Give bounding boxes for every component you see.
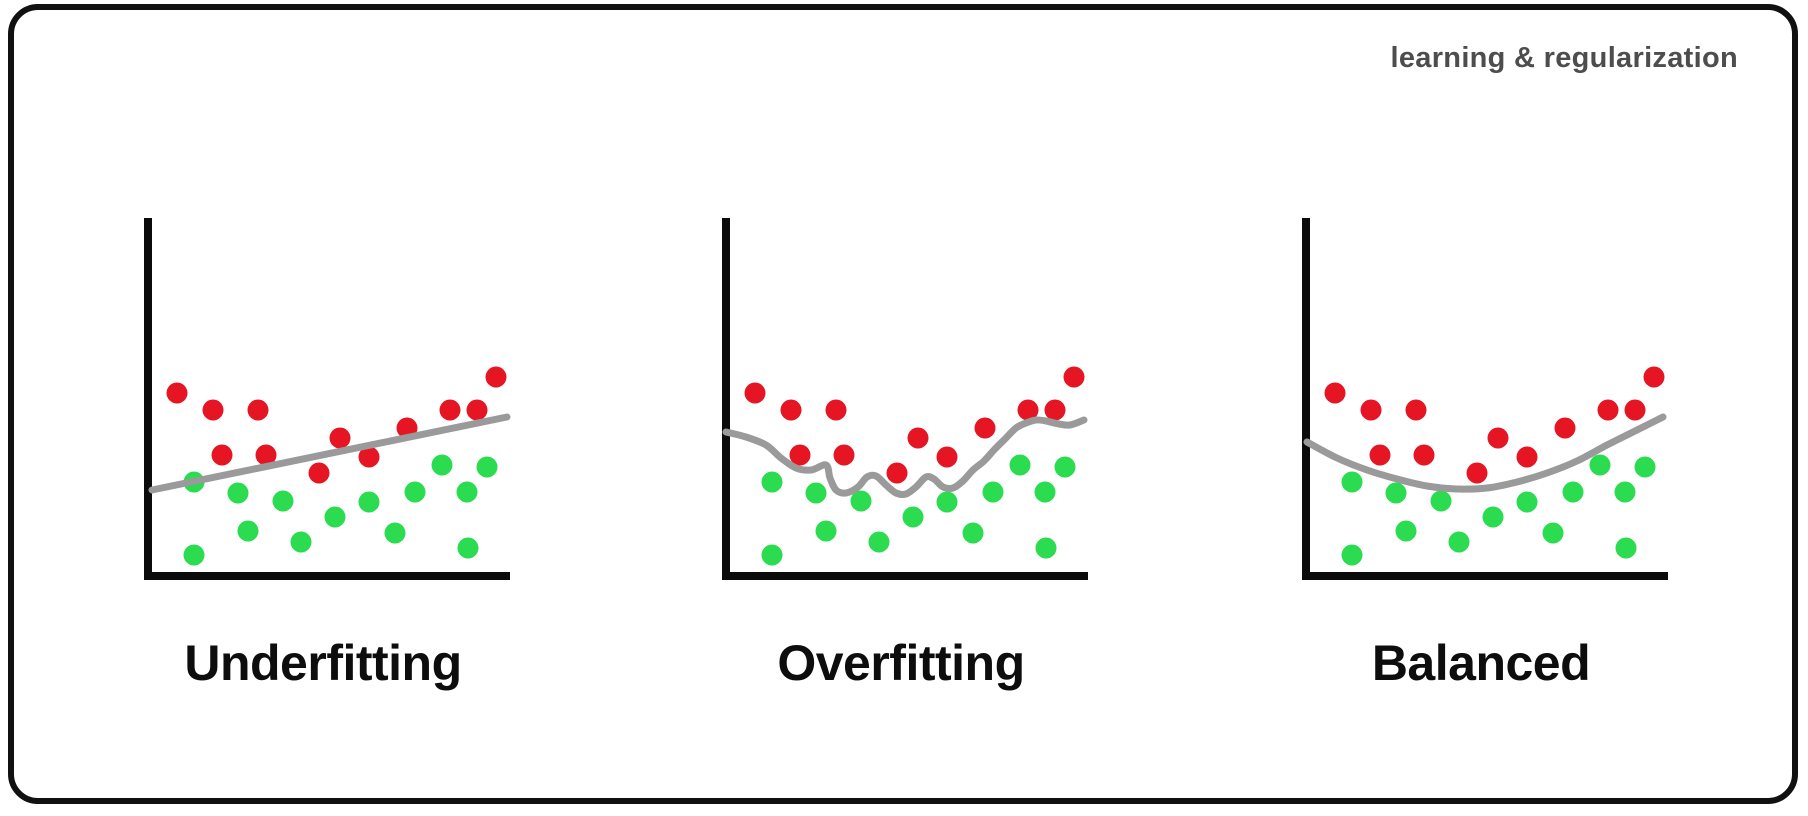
data-point-green xyxy=(761,471,783,493)
data-point-green xyxy=(237,520,259,542)
data-point-red xyxy=(1369,444,1391,466)
data-point-green xyxy=(868,531,890,553)
data-point-green xyxy=(1482,506,1504,528)
data-point-green xyxy=(1615,537,1637,559)
data-point-red xyxy=(1063,366,1085,388)
data-point-red xyxy=(1487,427,1509,449)
smooth-curve-boundary xyxy=(1303,413,1667,493)
data-point-red xyxy=(1643,366,1665,388)
data-point-red xyxy=(1516,446,1538,468)
straight-line-boundary xyxy=(148,413,511,494)
decision-boundary xyxy=(1303,413,1667,493)
data-point-red xyxy=(886,462,908,484)
data-point-green xyxy=(902,506,924,528)
data-point-green xyxy=(1035,537,1057,559)
data-point-green xyxy=(404,481,426,503)
data-point-red xyxy=(744,382,766,404)
data-point-red xyxy=(1324,382,1346,404)
data-point-green xyxy=(1395,520,1417,542)
data-point-red xyxy=(1044,399,1066,421)
data-point-green xyxy=(476,456,498,478)
data-point-red xyxy=(825,399,847,421)
data-point-red xyxy=(1360,399,1382,421)
data-point-green xyxy=(936,491,958,513)
data-point-green xyxy=(431,454,453,476)
data-point-green xyxy=(1614,481,1636,503)
data-point-green xyxy=(761,544,783,566)
data-point-red xyxy=(466,399,488,421)
data-point-green xyxy=(815,520,837,542)
data-point-red xyxy=(308,462,330,484)
data-point-green xyxy=(805,482,827,504)
data-point-green xyxy=(1341,471,1363,493)
data-point-red xyxy=(202,399,224,421)
data-point-red xyxy=(1405,399,1427,421)
underfitting-plot xyxy=(144,218,511,580)
data-point-green xyxy=(1341,544,1363,566)
data-point-red xyxy=(1597,399,1619,421)
data-point-red xyxy=(485,366,507,388)
data-point-green xyxy=(183,544,205,566)
data-point-red xyxy=(936,446,958,468)
data-point-green xyxy=(456,481,478,503)
data-point-green xyxy=(1009,454,1031,476)
data-point-red xyxy=(780,399,802,421)
data-point-green xyxy=(227,482,249,504)
data-point-green xyxy=(358,491,380,513)
data-point-green xyxy=(1589,454,1611,476)
outer-rounded-frame xyxy=(8,4,1798,804)
wiggly-curve-boundary xyxy=(722,416,1088,499)
data-point-red xyxy=(1017,399,1039,421)
label-balanced: Balanced xyxy=(1371,635,1591,691)
data-point-green xyxy=(290,531,312,553)
data-point-red xyxy=(358,446,380,468)
label-overfitting: Overfitting xyxy=(777,635,1025,691)
data-point-red xyxy=(1554,417,1576,439)
data-point-green xyxy=(1562,481,1584,503)
data-point-green xyxy=(457,537,479,559)
balanced-plot xyxy=(1302,218,1668,580)
data-point-green xyxy=(1542,522,1564,544)
data-point-red xyxy=(1413,444,1435,466)
panel-underfitting xyxy=(125,218,545,590)
data-point-green xyxy=(1385,482,1407,504)
data-point-green xyxy=(384,522,406,544)
panel-overfitting xyxy=(703,218,1123,590)
caption-learning-regularization: learning & regularization xyxy=(1390,42,1738,74)
overfitting-plot xyxy=(722,218,1088,580)
data-point-green xyxy=(962,522,984,544)
data-point-red xyxy=(789,444,811,466)
panel-balanced xyxy=(1283,218,1703,590)
scatter-points xyxy=(166,366,507,566)
data-point-red xyxy=(166,382,188,404)
data-point-green xyxy=(272,490,294,512)
data-point-red xyxy=(1624,399,1646,421)
data-point-red xyxy=(247,399,269,421)
data-point-red xyxy=(439,399,461,421)
decision-boundary xyxy=(722,416,1088,499)
data-point-green xyxy=(850,490,872,512)
data-point-green xyxy=(1448,531,1470,553)
data-point-red xyxy=(907,427,929,449)
data-point-green xyxy=(1516,491,1538,513)
scatter-points xyxy=(1324,366,1665,566)
scatter-points xyxy=(744,366,1085,566)
data-point-red xyxy=(1466,462,1488,484)
data-point-green xyxy=(324,506,346,528)
data-point-green xyxy=(1054,456,1076,478)
data-point-green xyxy=(982,481,1004,503)
data-point-red xyxy=(833,444,855,466)
data-point-red xyxy=(255,444,277,466)
data-point-red xyxy=(329,427,351,449)
label-underfitting: Underfitting xyxy=(184,635,462,691)
data-point-green xyxy=(1430,490,1452,512)
data-point-red xyxy=(974,417,996,439)
data-point-red xyxy=(211,444,233,466)
data-point-green xyxy=(1034,481,1056,503)
decision-boundary xyxy=(148,413,511,494)
data-point-green xyxy=(1634,456,1656,478)
